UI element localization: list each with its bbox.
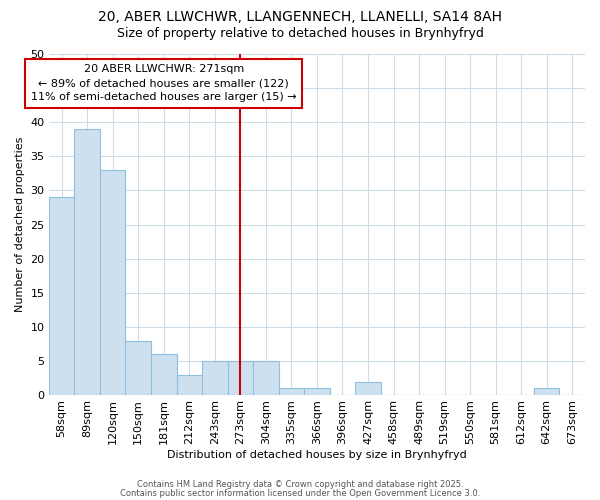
Bar <box>176 374 202 395</box>
Text: Contains public sector information licensed under the Open Government Licence 3.: Contains public sector information licen… <box>120 489 480 498</box>
Text: 20, ABER LLWCHWR, LLANGENNECH, LLANELLI, SA14 8AH: 20, ABER LLWCHWR, LLANGENNECH, LLANELLI,… <box>98 10 502 24</box>
Bar <box>355 382 381 395</box>
Bar <box>49 198 74 395</box>
Text: 20 ABER LLWCHWR: 271sqm
← 89% of detached houses are smaller (122)
11% of semi-d: 20 ABER LLWCHWR: 271sqm ← 89% of detache… <box>31 64 296 102</box>
Bar <box>227 361 253 395</box>
Bar <box>151 354 176 395</box>
Bar <box>534 388 559 395</box>
Bar <box>125 340 151 395</box>
Bar <box>304 388 329 395</box>
Bar <box>253 361 278 395</box>
X-axis label: Distribution of detached houses by size in Brynhyfryd: Distribution of detached houses by size … <box>167 450 467 460</box>
Y-axis label: Number of detached properties: Number of detached properties <box>15 137 25 312</box>
Bar <box>202 361 227 395</box>
Text: Contains HM Land Registry data © Crown copyright and database right 2025.: Contains HM Land Registry data © Crown c… <box>137 480 463 489</box>
Bar <box>100 170 125 395</box>
Bar <box>278 388 304 395</box>
Bar <box>74 129 100 395</box>
Text: Size of property relative to detached houses in Brynhyfryd: Size of property relative to detached ho… <box>116 28 484 40</box>
